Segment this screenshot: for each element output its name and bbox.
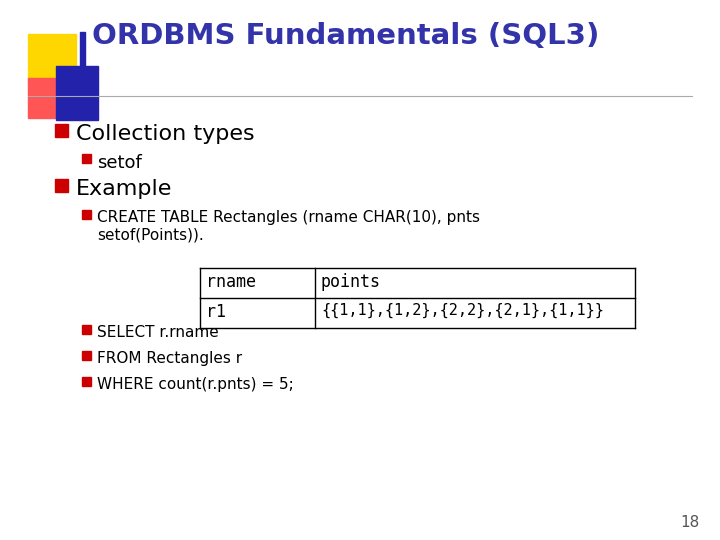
Bar bbox=[56, 66, 98, 120]
Text: FROM Rectangles r: FROM Rectangles r bbox=[97, 351, 242, 366]
Text: Example: Example bbox=[76, 179, 172, 199]
Bar bbox=[82, 154, 91, 163]
Bar bbox=[82, 325, 91, 334]
Bar bbox=[82, 210, 91, 219]
Text: Collection types: Collection types bbox=[76, 124, 255, 144]
Bar bbox=[55, 179, 68, 192]
Text: points: points bbox=[321, 273, 381, 291]
Text: ORDBMS Fundamentals (SQL3): ORDBMS Fundamentals (SQL3) bbox=[92, 22, 599, 50]
Bar bbox=[28, 34, 76, 82]
Text: 18: 18 bbox=[680, 515, 700, 530]
Text: CREATE TABLE Rectangles (rname CHAR(10), pnts: CREATE TABLE Rectangles (rname CHAR(10),… bbox=[97, 210, 480, 225]
Text: SELECT r.rname: SELECT r.rname bbox=[97, 325, 219, 340]
Bar bbox=[28, 78, 68, 118]
Bar bbox=[82, 351, 91, 360]
Bar bbox=[82, 377, 91, 386]
Text: setof: setof bbox=[97, 154, 142, 172]
Text: setof(Points)).: setof(Points)). bbox=[97, 228, 204, 243]
Text: {{1,1},{1,2},{2,2},{2,1},{1,1}}: {{1,1},{1,2},{2,2},{2,1},{1,1}} bbox=[321, 303, 604, 318]
Text: rname: rname bbox=[206, 273, 256, 291]
Text: r1: r1 bbox=[206, 303, 226, 321]
Text: WHERE count(r.pnts) = 5;: WHERE count(r.pnts) = 5; bbox=[97, 377, 294, 392]
Bar bbox=[80, 32, 85, 90]
Bar bbox=[55, 124, 68, 137]
